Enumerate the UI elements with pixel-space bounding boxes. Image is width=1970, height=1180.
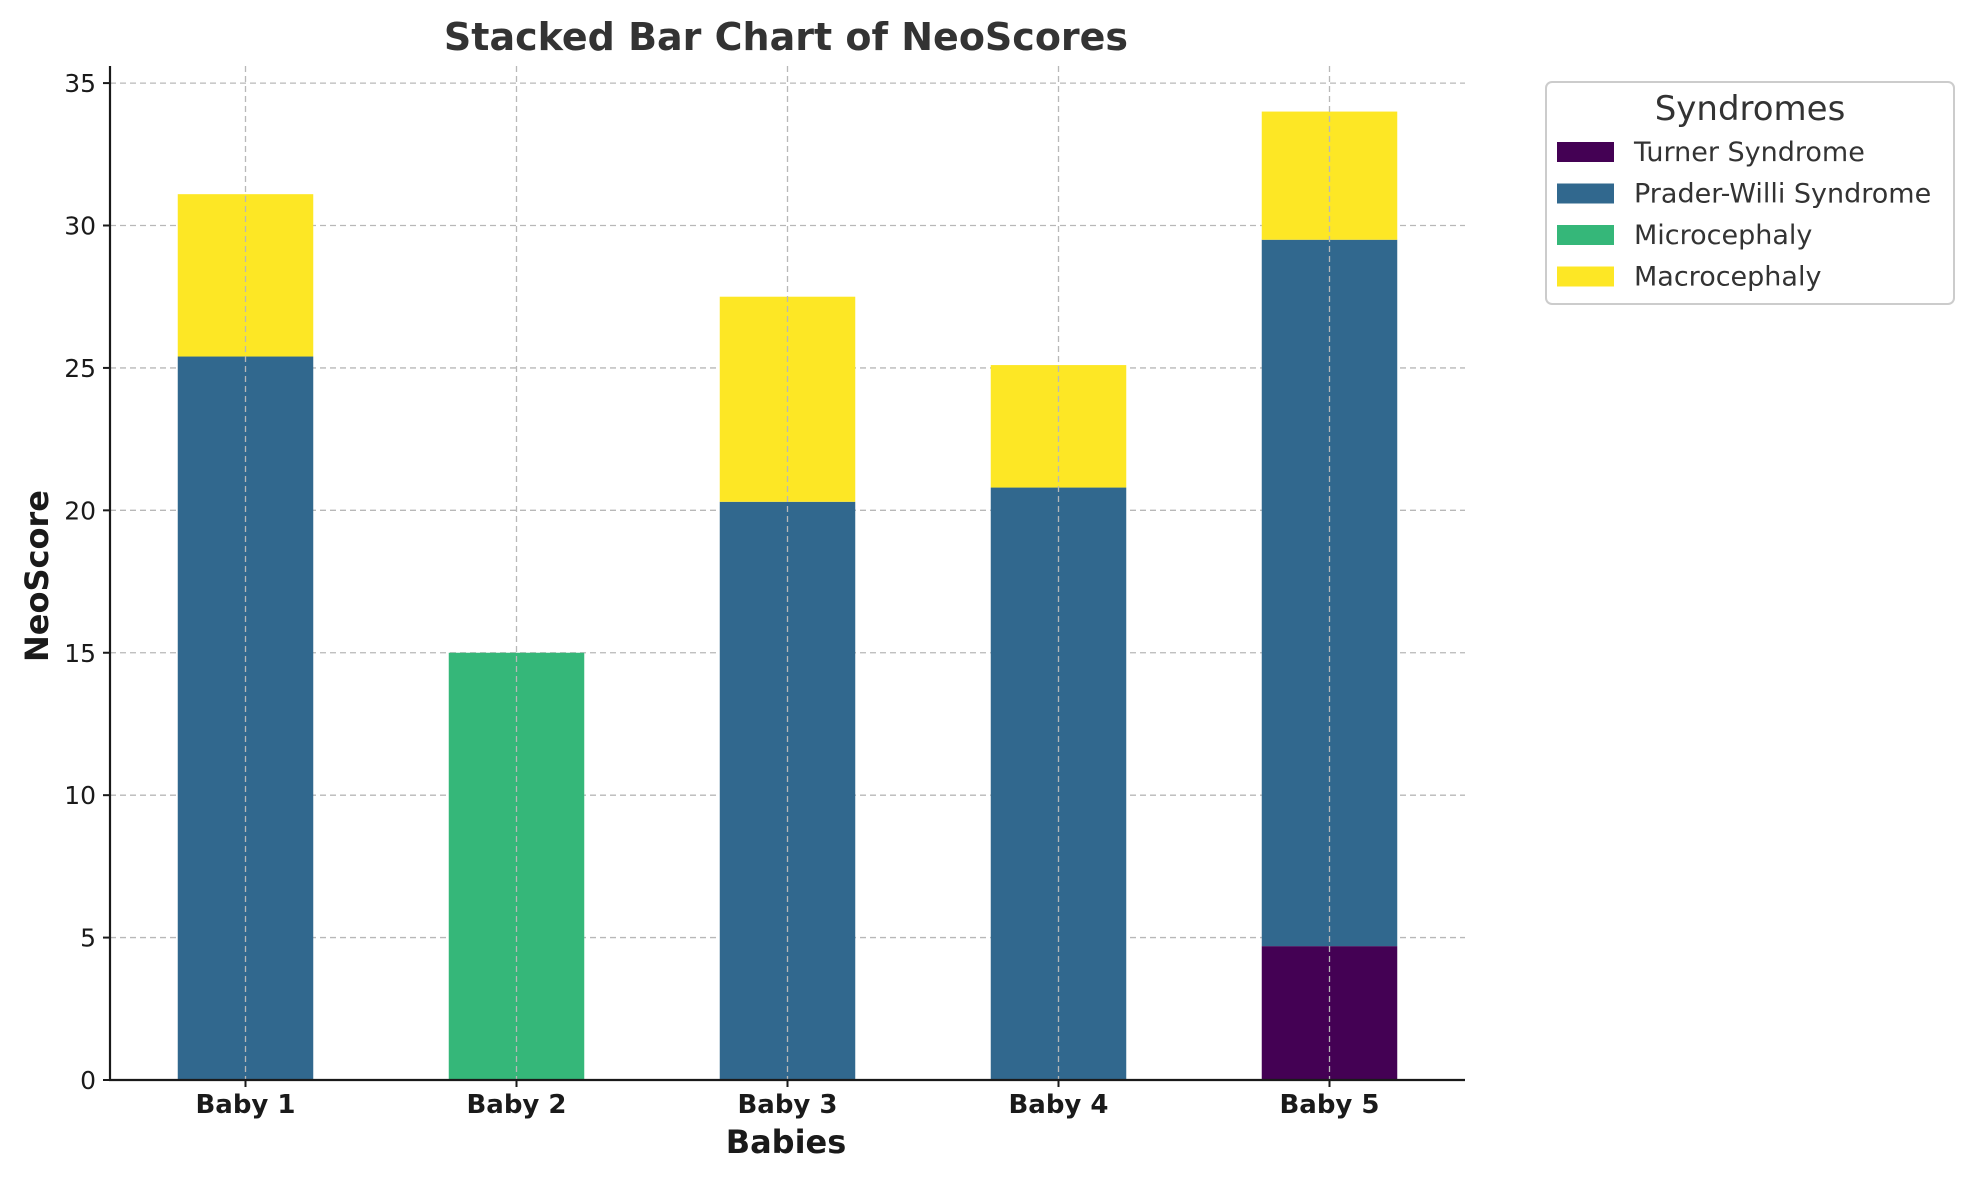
x-ticks: Baby 1 Baby 2 Baby 3 Baby 4 Baby 5 [195,1080,1380,1120]
x-tick-label: Baby 2 [466,1090,566,1120]
legend-title: Syndromes [1655,89,1846,129]
vertical-grid [244,66,1331,1080]
y-tick-label: 10 [64,781,96,810]
x-tick-label: Baby 4 [1008,1090,1108,1120]
y-tick-label: 30 [64,212,96,241]
y-tick-label: 25 [64,354,96,383]
legend-label: Turner Syndrome [1633,137,1865,168]
legend-items: Turner Syndrome Prader-Willi Syndrome Micr… [1557,137,1931,293]
legend-swatch [1557,183,1614,204]
x-tick-label: Baby 3 [737,1090,837,1120]
chart-title: Stacked Bar Chart of NeoScores [444,15,1128,59]
y-axis-title: NeoScore [18,490,56,662]
y-tick-label: 0 [80,1066,96,1095]
legend-swatch [1557,225,1614,245]
legend-swatch [1557,142,1614,162]
y-tick-label: 35 [64,69,96,98]
x-tick-label: Baby 1 [195,1090,295,1120]
legend-label: Microcephaly [1634,220,1812,251]
legend-frame [1545,81,1955,305]
legend-label: Prader-Willi Syndrome [1634,179,1931,210]
y-tick-label: 15 [64,639,96,668]
x-axis-title: Babies [726,1123,847,1161]
x-tick-label: Baby 5 [1279,1090,1379,1120]
y-tick-label: 5 [80,924,96,953]
legend-label: Macrocephaly [1634,262,1821,293]
legend-swatch [1557,266,1614,287]
y-ticks: 0 5 10 15 20 25 30 35 [64,69,110,1095]
y-tick-label: 20 [64,496,96,525]
legend: Syndromes Turner Syndrome Prader-Willi Sy… [1545,81,1955,305]
